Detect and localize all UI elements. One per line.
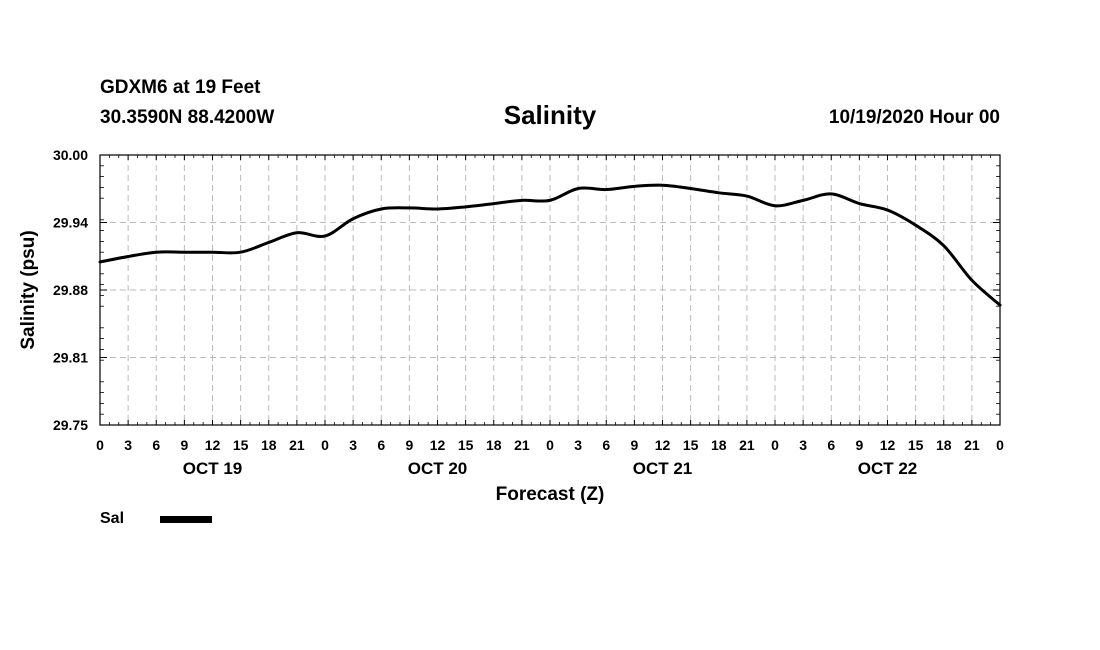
x-tick-label: 21 (514, 437, 530, 453)
x-tick-label: 0 (96, 437, 104, 453)
x-tick-label: 21 (739, 437, 755, 453)
y-tick-label: 29.75 (53, 417, 88, 433)
x-tick-label: 15 (458, 437, 474, 453)
x-tick-label: 15 (908, 437, 924, 453)
grid-lines (100, 155, 1000, 425)
x-tick-label: 6 (602, 437, 610, 453)
date-label: OCT 22 (858, 459, 918, 478)
y-tick-label: 29.88 (53, 282, 88, 298)
x-tick-label: 0 (771, 437, 779, 453)
x-tick-label: 18 (711, 437, 727, 453)
x-tick-label: 12 (205, 437, 221, 453)
legend-swatch (160, 515, 212, 523)
x-tick-label: 9 (180, 437, 188, 453)
x-tick-label: 9 (855, 437, 863, 453)
x-tick-label: 6 (377, 437, 385, 453)
x-axis-label: Forecast (Z) (496, 484, 605, 505)
x-tick-label: 0 (321, 437, 329, 453)
x-tick-label: 15 (233, 437, 249, 453)
y-tick-label: 29.94 (53, 215, 88, 231)
y-tick-labels: 29.75 29.81 29.88 29.94 30.00 (53, 147, 88, 433)
date-label: OCT 19 (183, 459, 243, 478)
x-tick-label: 9 (405, 437, 413, 453)
x-tick-label: 3 (574, 437, 582, 453)
y-tick-label: 29.81 (53, 350, 88, 366)
date-label: OCT 20 (408, 459, 468, 478)
x-tick-label: 15 (683, 437, 699, 453)
x-tick-label: 21 (289, 437, 305, 453)
y-tick-label: 30.00 (53, 147, 88, 163)
date-label: OCT 21 (633, 459, 693, 478)
x-tick-label: 12 (880, 437, 896, 453)
x-tick-label: 3 (124, 437, 132, 453)
station-label: GDXM6 at 19 Feet (100, 77, 261, 98)
coordinates-label: 30.3590N 88.4200W (100, 107, 275, 128)
x-tick-label: 6 (152, 437, 160, 453)
x-tick-label: 0 (996, 437, 1004, 453)
series-group (98, 183, 1002, 307)
x-tick-label: 9 (630, 437, 638, 453)
legend: Sal (100, 510, 212, 528)
x-tick-label: 12 (655, 437, 671, 453)
axis-ticks (99, 154, 1001, 426)
x-tick-labels: 0 3 6 9 12 15 18 21 0 3 6 9 12 15 18 21 0 3 6 9 12 15 18 21 0 3 6 9… (96, 437, 1004, 453)
x-tick-label: 18 (486, 437, 502, 453)
x-tick-label: 12 (430, 437, 446, 453)
x-tick-label: 0 (546, 437, 554, 453)
y-axis-label: Salinity (psu) (18, 230, 39, 349)
x-tick-label: 21 (964, 437, 980, 453)
x-tick-label: 18 (936, 437, 952, 453)
legend-label: Sal (100, 510, 125, 527)
x-tick-label: 18 (261, 437, 277, 453)
x-tick-label: 3 (799, 437, 807, 453)
forecast-datetime: 10/19/2020 Hour 00 (828, 107, 1000, 128)
x-tick-label: 6 (827, 437, 835, 453)
x-tick-label: 3 (349, 437, 357, 453)
series-line-sal (98, 183, 1002, 307)
chart-title: Salinity (503, 100, 597, 130)
date-labels: OCT 19 OCT 20 OCT 21 OCT 22 (183, 459, 918, 478)
